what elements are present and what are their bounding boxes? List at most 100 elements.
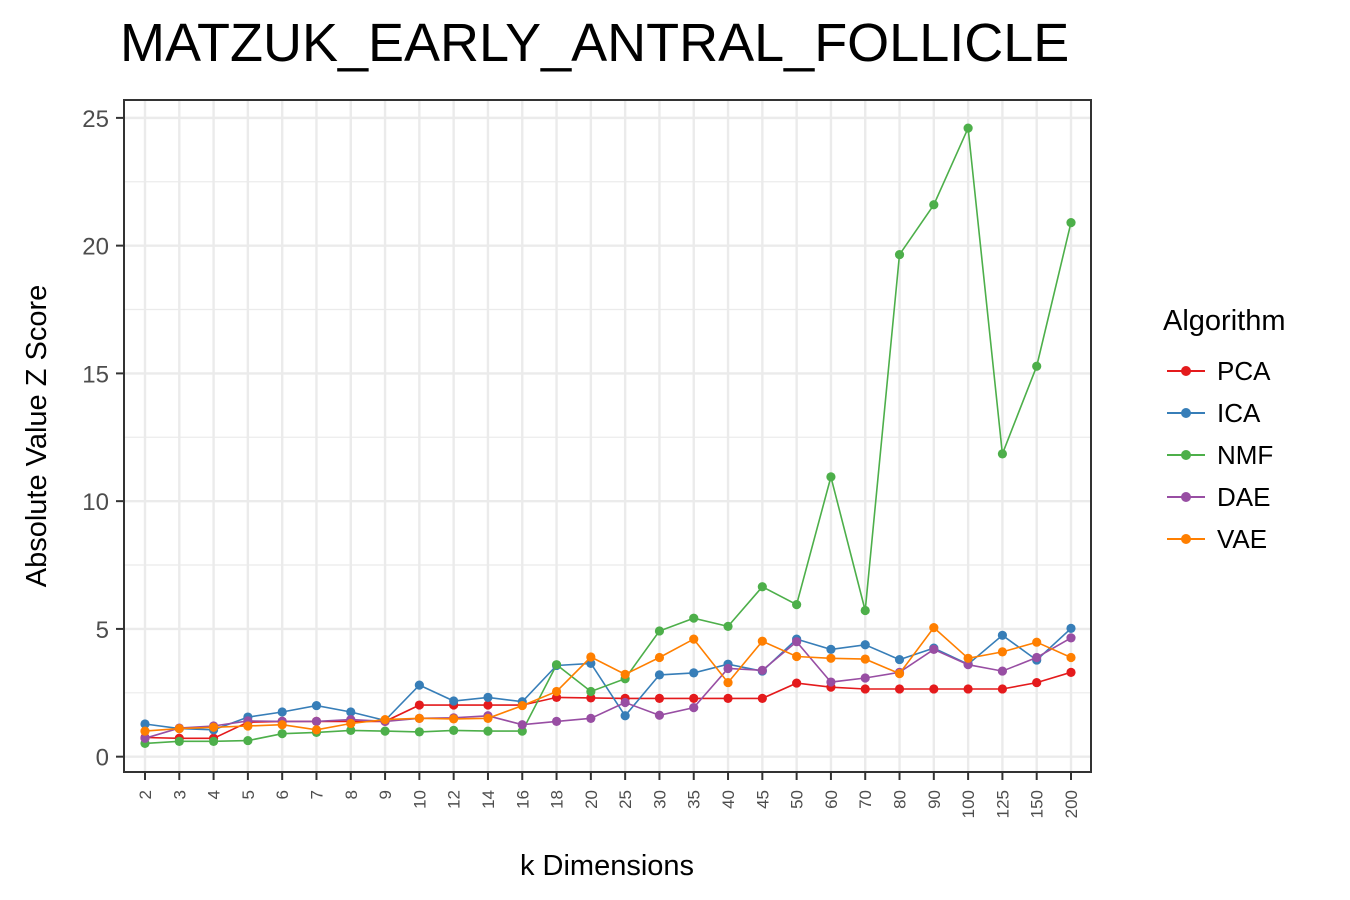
data-point-vae [174, 723, 184, 734]
x-tick-label: 12 [445, 790, 464, 809]
series-line-ica [144, 627, 1072, 731]
legend-item-pca: PCA [1163, 350, 1286, 392]
legend-label: PCA [1217, 355, 1271, 386]
x-tick-label: 9 [376, 790, 395, 799]
x-tick-label: 200 [1062, 790, 1081, 818]
legend-key [1163, 529, 1209, 549]
x-tick-label: 6 [273, 790, 292, 799]
series-line-nmf [144, 125, 1072, 745]
data-point-nmf [277, 729, 287, 739]
data-point-pca [586, 693, 596, 703]
data-point-nmf [757, 582, 767, 592]
data-point-vae [723, 677, 733, 688]
data-point-nmf [826, 472, 836, 482]
legend-label: NMF [1217, 439, 1274, 470]
x-tick-label: 70 [856, 790, 875, 809]
data-point-pca [997, 684, 1008, 694]
data-point-pca [1032, 677, 1042, 688]
data-point-dae [963, 660, 973, 670]
data-point-vae [277, 720, 287, 730]
x-tick-label: 5 [239, 790, 258, 799]
x-tick-label: 8 [342, 790, 361, 799]
data-point-dae [757, 665, 767, 675]
x-tick-label: 4 [205, 790, 224, 799]
legend-key [1163, 361, 1209, 381]
data-point-nmf [174, 736, 184, 746]
data-point-vae [517, 700, 527, 711]
data-point-dae [860, 673, 870, 683]
data-point-ica [483, 692, 493, 702]
data-point-vae [551, 686, 562, 697]
x-tick-label: 10 [410, 790, 429, 809]
data-point-vae [963, 653, 973, 663]
data-point-nmf [208, 736, 219, 746]
x-tick-label: 100 [959, 790, 978, 818]
data-point-nmf [517, 726, 527, 736]
data-point-nmf [929, 200, 939, 210]
x-tick-label: 50 [788, 790, 807, 809]
data-point-nmf [1066, 218, 1076, 228]
x-tick-label: 18 [548, 790, 567, 809]
series-layer [140, 123, 1076, 748]
data-point-pca [929, 684, 939, 694]
data-point-pca [757, 693, 767, 704]
grid-major [124, 100, 1091, 772]
x-tick-label: 20 [582, 790, 601, 809]
grid-minor [124, 181, 1091, 694]
x-tick-label: 25 [616, 790, 635, 809]
data-point-ica [414, 680, 424, 690]
data-point-pca [723, 693, 733, 704]
data-point-vae [208, 722, 219, 732]
data-point-ica [894, 654, 905, 665]
data-point-ica [826, 644, 836, 654]
data-point-nmf [551, 660, 562, 670]
data-point-vae [860, 654, 870, 664]
data-point-nmf [483, 726, 493, 736]
data-point-dae [586, 713, 596, 723]
data-point-nmf [894, 249, 905, 260]
data-point-ica [277, 707, 287, 717]
legend: Algorithm PCA ICA NMF DAE VAE [1163, 305, 1286, 560]
legend-key [1163, 487, 1209, 507]
data-point-dae [997, 666, 1008, 676]
data-point-vae [1066, 652, 1076, 663]
data-point-vae [449, 714, 459, 724]
data-point-ica [346, 707, 356, 717]
data-point-nmf [723, 621, 733, 631]
data-point-vae [894, 669, 905, 679]
series-nmf [140, 123, 1076, 748]
legend-item-dae: DAE [1163, 476, 1286, 518]
data-point-dae [1066, 633, 1076, 643]
data-point-pca [414, 700, 424, 710]
data-point-ica [311, 700, 322, 711]
data-point-vae [826, 653, 836, 663]
x-tick-label: 80 [891, 790, 910, 809]
y-tick-label: 15 [82, 361, 109, 388]
x-tick-label: 3 [170, 790, 189, 799]
legend-title: Algorithm [1163, 305, 1286, 337]
data-point-nmf [997, 449, 1008, 459]
plot-panel-border [123, 99, 1092, 773]
data-point-vae [311, 725, 322, 735]
x-tick-label: 7 [307, 790, 326, 799]
data-point-nmf [689, 613, 699, 623]
y-tick-label: 25 [82, 106, 109, 133]
data-point-pca [689, 693, 699, 704]
data-point-dae [517, 720, 527, 730]
data-point-nmf [346, 725, 356, 735]
data-point-vae [140, 726, 150, 736]
data-point-pca [894, 684, 905, 694]
x-tick-label: 45 [753, 790, 772, 809]
y-axis: 0 5 10 15 20 25 [82, 106, 124, 772]
data-point-nmf [792, 600, 802, 610]
x-tick-label: 35 [685, 790, 704, 809]
legend-key [1163, 445, 1209, 465]
data-point-nmf [586, 686, 596, 697]
data-point-vae [792, 651, 802, 662]
y-axis-label: Absolute Value Z Score [21, 285, 53, 588]
data-point-vae [243, 721, 253, 731]
data-point-ica [689, 668, 699, 678]
x-tick-label: 60 [822, 790, 841, 809]
legend-key [1163, 403, 1209, 423]
data-point-pca [1066, 667, 1076, 677]
